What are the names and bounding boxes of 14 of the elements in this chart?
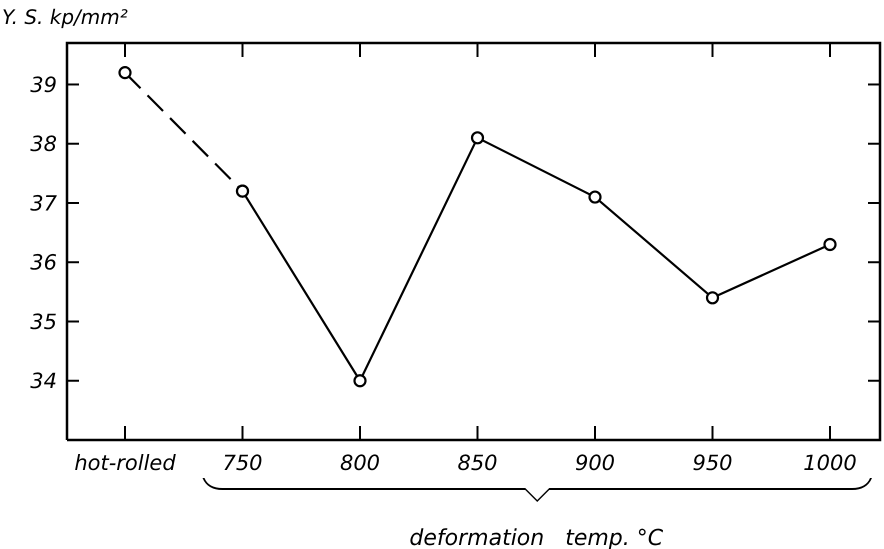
y-tick-label: 39 — [30, 72, 57, 97]
x-tick-label: 1000 — [803, 451, 857, 475]
x-tick-label: hot-rolled — [74, 451, 176, 475]
x-tick-label: 750 — [222, 451, 263, 475]
y-tick-label: 34 — [30, 369, 57, 394]
x-tick-label: 850 — [457, 451, 498, 475]
x-tick-label: 900 — [574, 451, 616, 475]
x-tick-label: 950 — [692, 451, 733, 475]
y-tick-label: 38 — [30, 132, 57, 156]
y-tick-label: 36 — [30, 250, 57, 275]
y-tick-label: 37 — [30, 191, 58, 216]
y-axis-title: Y. S. kp/mm² — [2, 5, 128, 29]
x-tick-label: 800 — [340, 451, 380, 475]
y-tick-label: 35 — [30, 310, 57, 334]
